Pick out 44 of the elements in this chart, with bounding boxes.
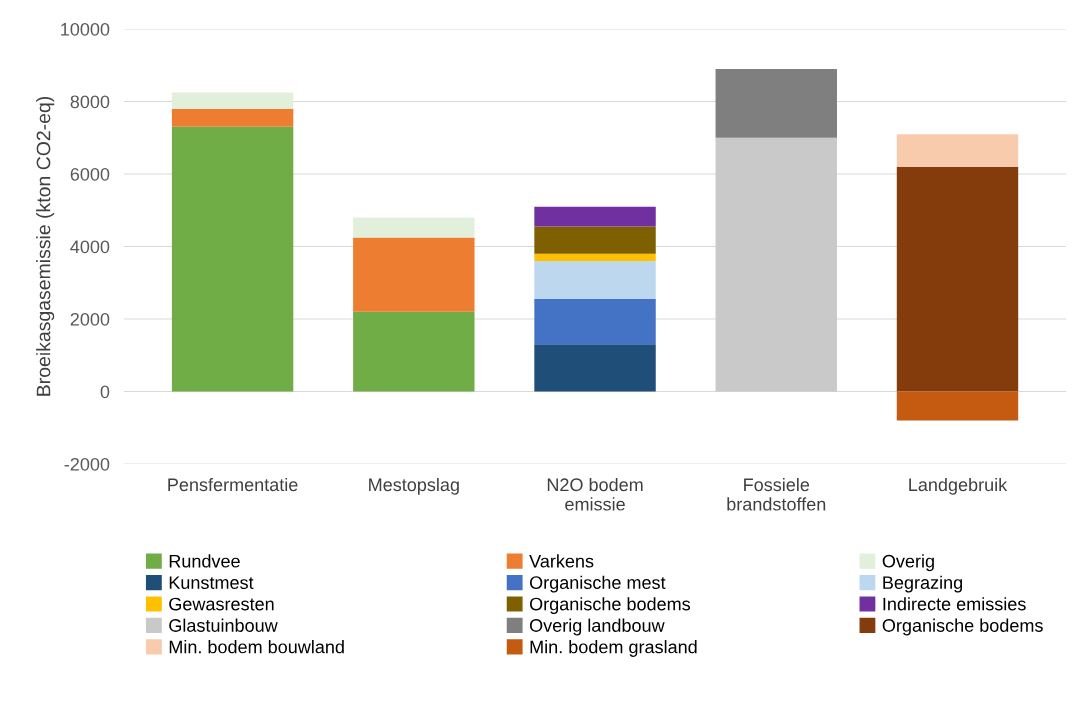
bar: [896, 134, 1019, 167]
bar: [715, 137, 837, 392]
bar: [353, 237, 475, 312]
y-tick-label: -2000: [64, 457, 110, 471]
legend-label: Organische bodems: [882, 618, 1043, 636]
x-tick-label: N2O bodem emissie: [547, 477, 643, 511]
y-tick-label: 2000: [70, 312, 110, 326]
bar: [896, 166, 1019, 392]
x-tick-label: Landgebruik: [909, 477, 1008, 495]
y-axis-title: Broeikasgasemissie (kton CO2-eq): [36, 96, 55, 396]
bar: [896, 391, 1019, 421]
legend-label: Overig: [882, 554, 934, 572]
legend-label: Begrazing: [883, 575, 963, 593]
x-tick-label: Mestopslag: [369, 477, 459, 495]
legend-label: Indirecte emissies: [883, 597, 1026, 611]
x-tick-label: Pensfermentatie: [168, 477, 298, 492]
bar: [534, 253, 656, 261]
bar: [353, 217, 475, 238]
bar: [353, 311, 475, 392]
bar: [534, 344, 656, 392]
legend-label: Min. bodem bouwland: [169, 640, 344, 654]
legend-label: Varkens: [529, 554, 594, 568]
y-tick-label: 4000: [70, 240, 110, 254]
bar: [534, 299, 656, 345]
legend-label: Overig landbouw: [529, 618, 665, 636]
legend-label: Glastuinbouw: [169, 618, 278, 632]
legend-label: Kunstmest: [169, 576, 254, 589]
bar: [171, 108, 294, 127]
legend-label: Organische bodems: [529, 597, 691, 615]
legend-label: Gewasresten: [169, 597, 274, 611]
x-tick-label: Fossiele brandstoffen: [727, 477, 826, 511]
y-tick-label: 8000: [70, 95, 110, 109]
y-tick-label: 10000: [61, 22, 110, 36]
bar: [534, 206, 656, 227]
bar: [171, 126, 294, 392]
bar: [171, 92, 294, 109]
bar: [534, 261, 656, 300]
y-tick-label: 6000: [70, 167, 110, 181]
bar: [534, 226, 656, 254]
bar: [715, 68, 837, 138]
legend-label: Rundvee: [169, 554, 240, 568]
legend-label: Organische mest: [529, 575, 666, 593]
y-tick-label: 0: [100, 385, 110, 399]
legend-label: Min. bodem grasland: [530, 640, 697, 657]
